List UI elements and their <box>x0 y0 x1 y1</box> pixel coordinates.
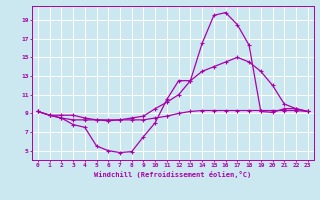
X-axis label: Windchill (Refroidissement éolien,°C): Windchill (Refroidissement éolien,°C) <box>94 171 252 178</box>
